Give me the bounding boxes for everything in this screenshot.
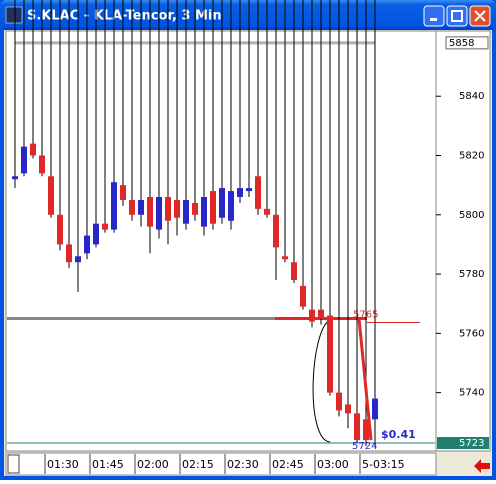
measure-line	[357, 318, 373, 441]
x-tick-label: 01:45	[92, 458, 124, 471]
candle-body	[66, 244, 72, 263]
candle-body	[372, 398, 378, 420]
minimize-glyph	[430, 18, 437, 21]
last-label-box	[437, 437, 489, 450]
candle-body	[156, 197, 162, 230]
candle-body	[282, 256, 288, 260]
x-tick-label: 01:30	[47, 458, 79, 471]
candle-body	[93, 223, 99, 245]
bracket	[312, 319, 331, 443]
candle-body	[336, 392, 342, 411]
candle-body	[246, 188, 252, 192]
minimize-button[interactable]	[423, 5, 445, 27]
candle-body	[363, 419, 369, 441]
candle-body	[354, 413, 360, 441]
x-tick-label: 02:30	[227, 458, 259, 471]
candle-body	[237, 188, 243, 197]
title-bar	[0, 0, 496, 30]
candle-body	[84, 235, 90, 254]
y-tick-label: 5800	[459, 210, 484, 221]
candle-body	[219, 188, 225, 218]
candle-body	[201, 197, 207, 227]
candle-body	[192, 202, 198, 215]
maximize-glyph	[451, 10, 463, 22]
maximize-button[interactable]	[446, 5, 468, 27]
high-label: 5858	[449, 38, 474, 49]
high-label-box	[445, 36, 489, 50]
x-tick-label: 5-03:15	[362, 458, 405, 471]
candle-body	[273, 214, 279, 248]
last-label: 5723	[459, 438, 484, 449]
close-glyph	[474, 10, 486, 22]
x-tick-label: 03:00	[317, 458, 349, 471]
app-icon	[5, 6, 23, 24]
candle-body	[21, 146, 27, 174]
candle-body	[30, 143, 36, 156]
plot-area	[5, 30, 437, 452]
candle-body	[291, 262, 297, 280]
scroll-arrow[interactable]	[474, 459, 490, 473]
measure-label: $0.41	[381, 428, 416, 441]
candle-body	[255, 176, 261, 209]
candle-body	[264, 208, 270, 215]
time-scale	[5, 452, 437, 476]
candle-body	[318, 309, 324, 319]
measure-to-label: 5724	[352, 441, 377, 452]
y-tick-label: 5820	[459, 151, 484, 162]
candle-body	[39, 155, 45, 174]
x-tick-label: 02:45	[272, 458, 304, 471]
y-tick-label: 5740	[459, 388, 484, 399]
candle-body	[228, 191, 234, 221]
candle-body	[345, 404, 351, 414]
candle-body	[75, 256, 81, 263]
candle-body	[138, 199, 144, 215]
candle-body	[48, 176, 54, 215]
price-scale	[435, 30, 491, 452]
candle-body	[147, 197, 153, 227]
candle-body	[183, 199, 189, 224]
candle-body	[165, 197, 171, 221]
y-tick-label: 5760	[459, 328, 484, 339]
y-tick-label: 5780	[459, 269, 484, 280]
candle-body	[210, 191, 216, 224]
window-title: S.KLAC - KLA-Tencor, 3 Min	[27, 9, 222, 24]
candle-body	[102, 223, 108, 230]
y-tick-label: 5840	[459, 91, 484, 102]
scroll-box[interactable]	[7, 454, 20, 474]
candle-body	[129, 199, 135, 215]
candle-body	[327, 315, 333, 393]
candle-body	[309, 309, 315, 322]
candle-body	[174, 199, 180, 218]
x-tick-label: 02:15	[182, 458, 214, 471]
candle-body	[300, 285, 306, 307]
candle-body	[120, 185, 126, 200]
candle-body	[111, 182, 117, 230]
x-tick-label: 02:00	[137, 458, 169, 471]
candle-body	[12, 176, 18, 180]
candle-body	[57, 214, 63, 245]
